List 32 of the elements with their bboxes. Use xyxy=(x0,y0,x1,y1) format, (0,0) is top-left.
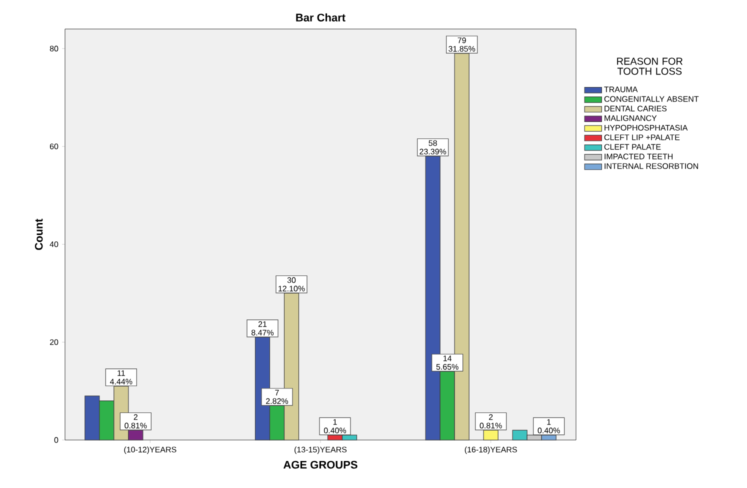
x-tick-label: (13-15)YEARS xyxy=(294,446,347,454)
data-label: 7 2.82% xyxy=(266,390,288,404)
legend-title: REASON FOR TOOTH LOSS xyxy=(617,58,683,75)
legend-label: CLEFT LIP +PALATE xyxy=(604,134,680,140)
legend-label: DENTAL CARIES xyxy=(604,106,667,112)
y-tick-label: 60 xyxy=(50,144,58,150)
data-label: 21 8.47% xyxy=(252,321,274,336)
data-label: 79 31.85% xyxy=(448,38,476,52)
data-label: 58 23.39% xyxy=(420,140,446,154)
data-label: 1 0.40% xyxy=(538,419,560,434)
x-axis-title: AGE GROUPS xyxy=(283,460,358,469)
data-label: 11 4.44% xyxy=(110,370,132,384)
y-tick-label: 0 xyxy=(54,437,58,443)
data-label: 1 0.40% xyxy=(324,419,346,434)
x-tick-label: (16-18)YEARS xyxy=(464,446,517,454)
y-tick-label: 80 xyxy=(50,46,58,52)
legend-label: IMPACTED TEETH xyxy=(604,154,673,160)
chart-title: Bar Chart xyxy=(296,13,346,22)
legend-label: CONGENITALLY ABSENT xyxy=(604,96,699,102)
legend-label: TRAUMA xyxy=(604,86,638,92)
data-label: 14 5.65% xyxy=(436,356,458,370)
data-label: 2 0.81% xyxy=(124,414,147,428)
x-tick-label: (10-12)YEARS xyxy=(124,446,176,454)
legend-label: INTERNAL RESORBTION xyxy=(604,163,698,169)
y-tick-label: 20 xyxy=(50,339,58,345)
legend-label: CLEFT PALATE xyxy=(604,144,661,150)
data-label: 2 0.81% xyxy=(480,414,502,428)
legend-label: MALIGNANCY xyxy=(604,115,657,121)
legend-label: HYPOPHOSPHATASIA xyxy=(604,124,688,131)
y-axis-title: Count xyxy=(34,218,43,250)
y-tick-label: 40 xyxy=(50,241,58,248)
data-label: 30 12.10% xyxy=(278,277,305,292)
